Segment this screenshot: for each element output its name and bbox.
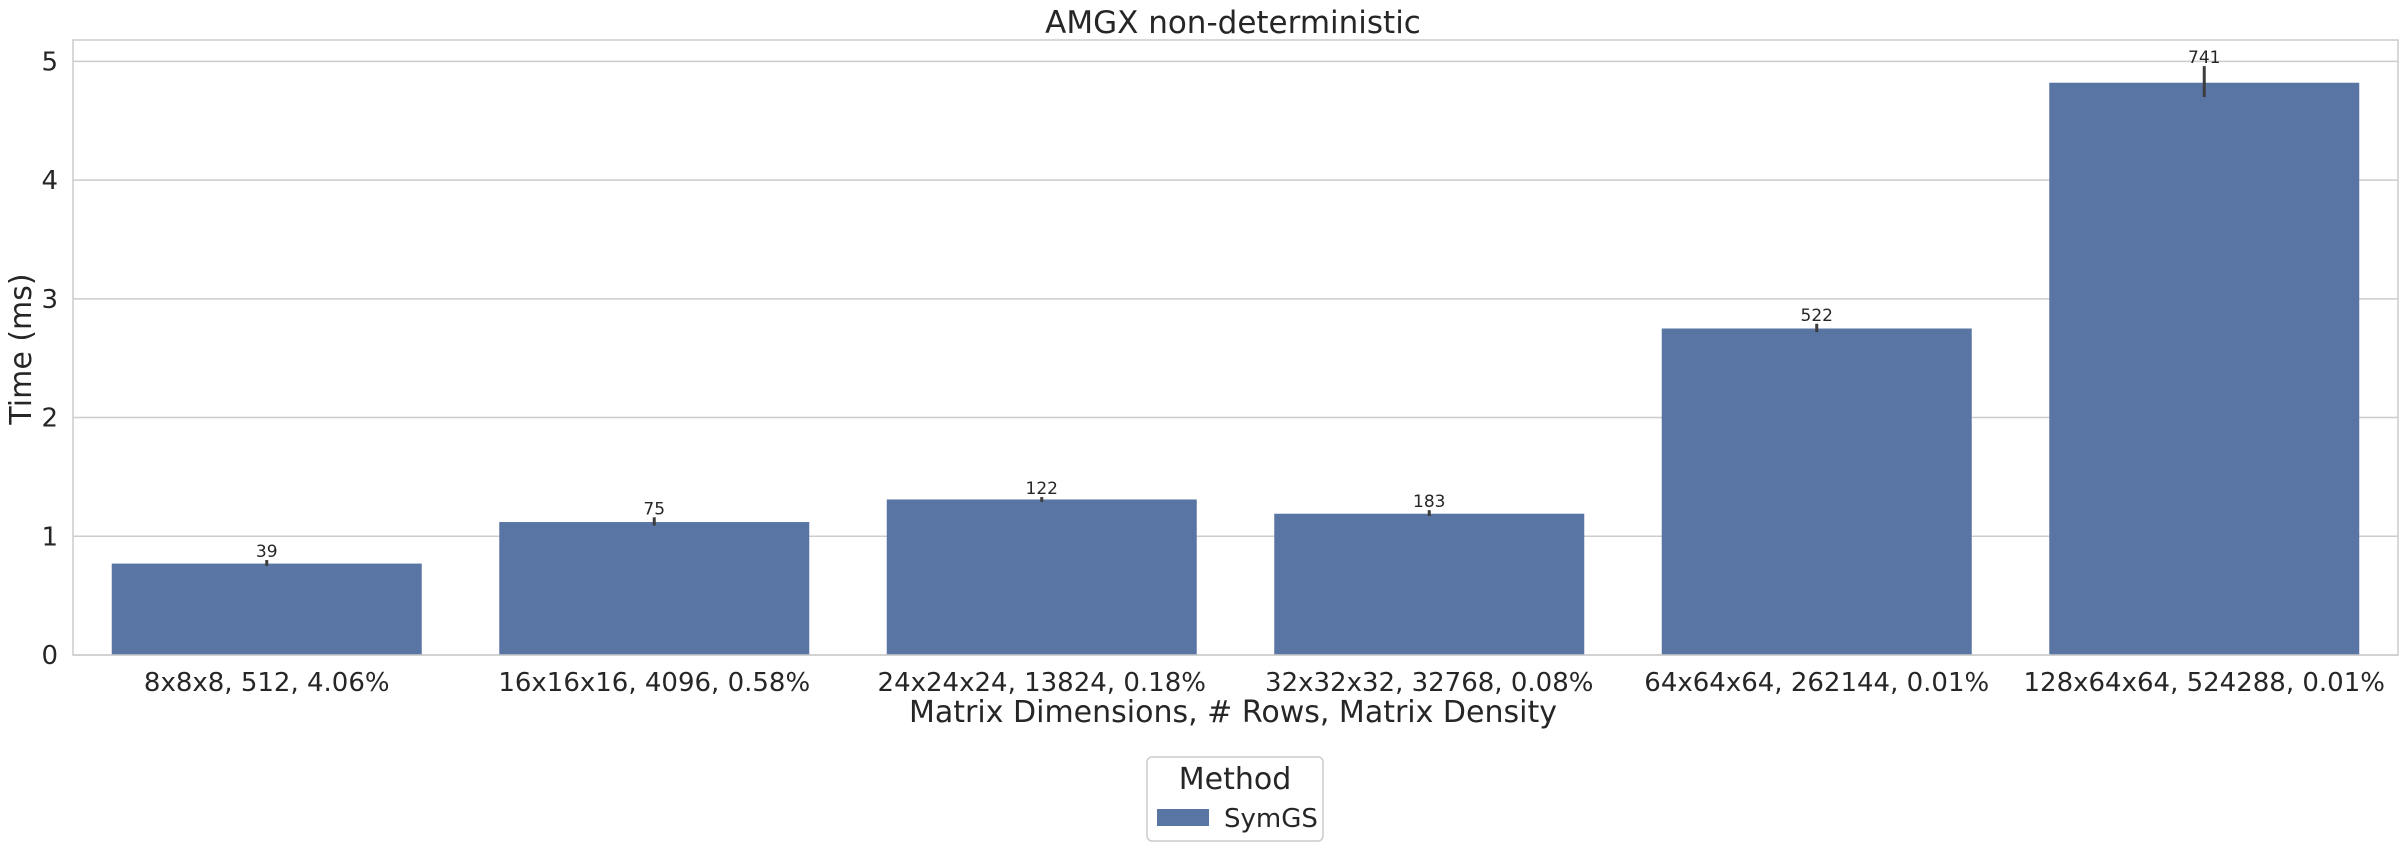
y-tick-label: 5 xyxy=(41,47,58,77)
chart-title: AMGX non-deterministic xyxy=(1045,5,1421,41)
bar xyxy=(2049,82,2360,655)
data-label: 122 xyxy=(1026,479,1058,499)
data-label: 522 xyxy=(1801,306,1833,326)
x-tick-label: 24x24x24, 13824, 0.18% xyxy=(878,668,1206,698)
y-tick-label: 4 xyxy=(41,166,58,196)
y-axis-label: Time (ms) xyxy=(4,273,39,425)
x-tick-label: 64x64x64, 262144, 0.01% xyxy=(1644,668,1989,698)
plot-frame xyxy=(72,39,2399,656)
legend-title: Method xyxy=(1179,762,1292,797)
bar xyxy=(1661,328,1972,655)
data-label: 39 xyxy=(256,542,278,562)
x-tick-label: 8x8x8, 512, 4.06% xyxy=(144,668,390,698)
data-labels: 39 75 122 183 522 741 xyxy=(256,48,2221,562)
x-axis-label: Matrix Dimensions, # Rows, Matrix Densit… xyxy=(909,695,1557,730)
y-tick-label: 3 xyxy=(41,285,58,315)
bars xyxy=(111,82,2360,655)
data-label: 183 xyxy=(1413,492,1445,512)
error-bars xyxy=(265,66,2206,566)
x-tick-label: 16x16x16, 4096, 0.58% xyxy=(498,668,810,698)
bar xyxy=(499,522,810,655)
x-tick-labels: 8x8x8, 512, 4.06% 16x16x16, 4096, 0.58% 24… xyxy=(144,668,2385,698)
legend-label-symgs: SymGS xyxy=(1224,804,1318,834)
y-tick-labels: 0 1 2 3 4 5 xyxy=(41,47,58,671)
y-tick-label: 0 xyxy=(41,641,58,671)
bar xyxy=(886,499,1197,655)
x-tick-label: 32x32x32, 32768, 0.08% xyxy=(1265,668,1593,698)
legend: Method SymGS xyxy=(1146,756,1324,842)
y-tick-label: 1 xyxy=(41,522,58,552)
data-label: 741 xyxy=(2188,48,2220,68)
legend-swatch-symgs xyxy=(1157,809,1209,826)
bar xyxy=(111,563,422,655)
x-tick-label: 128x64x64, 524288, 0.01% xyxy=(2024,668,2385,698)
y-tick-label: 2 xyxy=(41,404,58,434)
bar xyxy=(1274,513,1585,655)
data-label: 75 xyxy=(643,499,665,519)
